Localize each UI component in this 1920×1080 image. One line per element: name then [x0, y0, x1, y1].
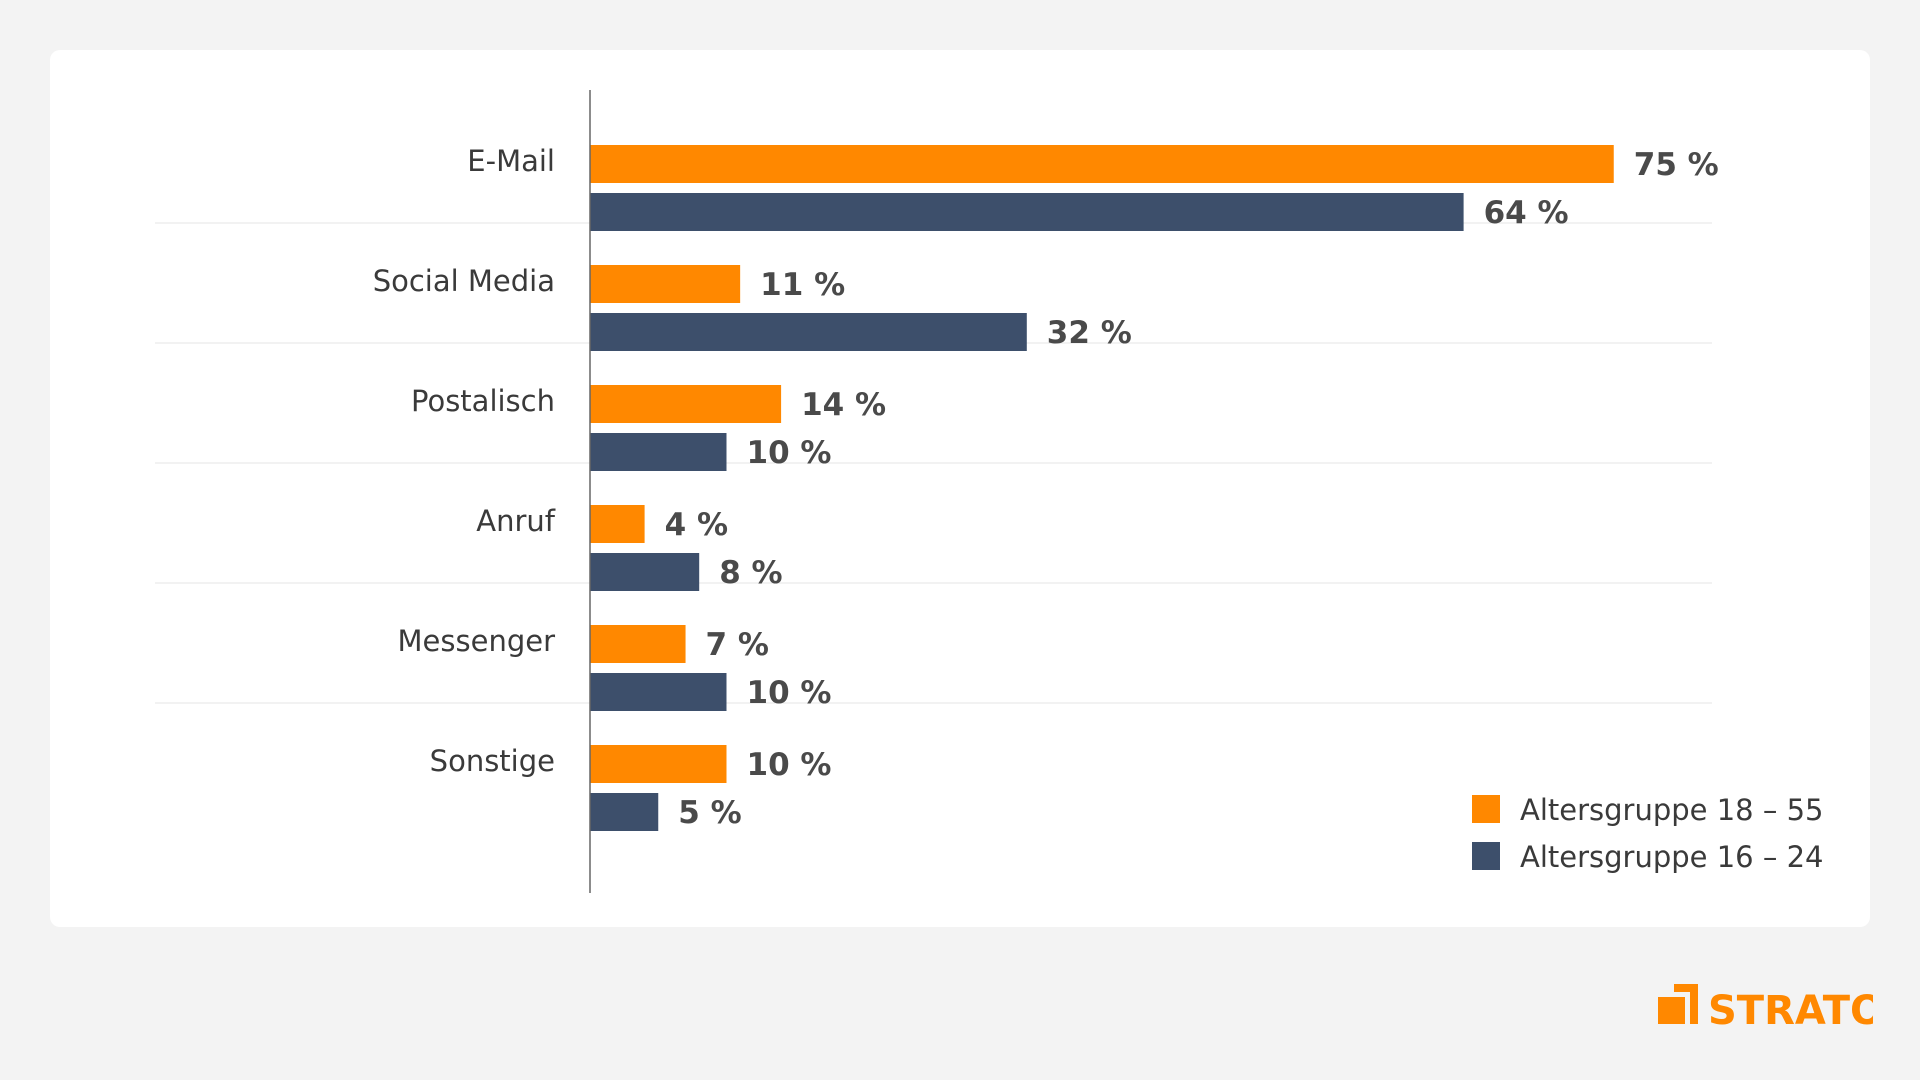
bar: [590, 793, 659, 831]
bar-chart: E-Mail 75 % 64 % Social Media 11 % 32 % Postal…: [155, 90, 1823, 893]
category-label: Messenger: [398, 624, 556, 658]
value-label: 10 %: [747, 747, 832, 783]
value-label: 14 %: [801, 387, 886, 423]
chart-card: E-Mail 75 % 64 % Social Media 11 % 32 % Postal…: [50, 50, 1870, 927]
value-label: 10 %: [747, 675, 832, 711]
category-label: Anruf: [476, 504, 556, 538]
bar: [590, 193, 1464, 231]
value-label: 5 %: [678, 795, 741, 831]
category-label: Sonstige: [430, 744, 555, 778]
bar: [590, 505, 645, 543]
bar: [590, 385, 782, 423]
legend-swatch: [1472, 795, 1500, 823]
value-label: 11 %: [760, 267, 845, 303]
bar: [590, 265, 741, 303]
strato-logo-text: STRATO: [1708, 988, 1873, 1032]
strato-logo-icon: [1658, 984, 1698, 1024]
value-label: 32 %: [1047, 315, 1132, 351]
bar: [590, 625, 686, 663]
value-label: 75 %: [1634, 147, 1719, 183]
category-label: Postalisch: [411, 384, 555, 418]
bar: [590, 553, 700, 591]
bar: [590, 313, 1027, 351]
value-label: 7 %: [706, 627, 769, 663]
value-label: 4 %: [665, 507, 728, 543]
category-label: Social Media: [373, 264, 555, 298]
bar: [590, 745, 727, 783]
value-label: 8 %: [719, 555, 782, 591]
value-label: 64 %: [1484, 195, 1569, 231]
bar: [590, 145, 1614, 183]
legend-swatch: [1472, 842, 1500, 870]
category-label: E-Mail: [467, 144, 555, 178]
strato-logo: STRATO: [1658, 984, 1873, 1032]
value-label: 10 %: [747, 435, 832, 471]
bar: [590, 433, 727, 471]
bar: [590, 673, 727, 711]
legend-label: Altersgruppe 18 – 55: [1520, 793, 1823, 827]
legend-label: Altersgruppe 16 – 24: [1520, 840, 1823, 874]
